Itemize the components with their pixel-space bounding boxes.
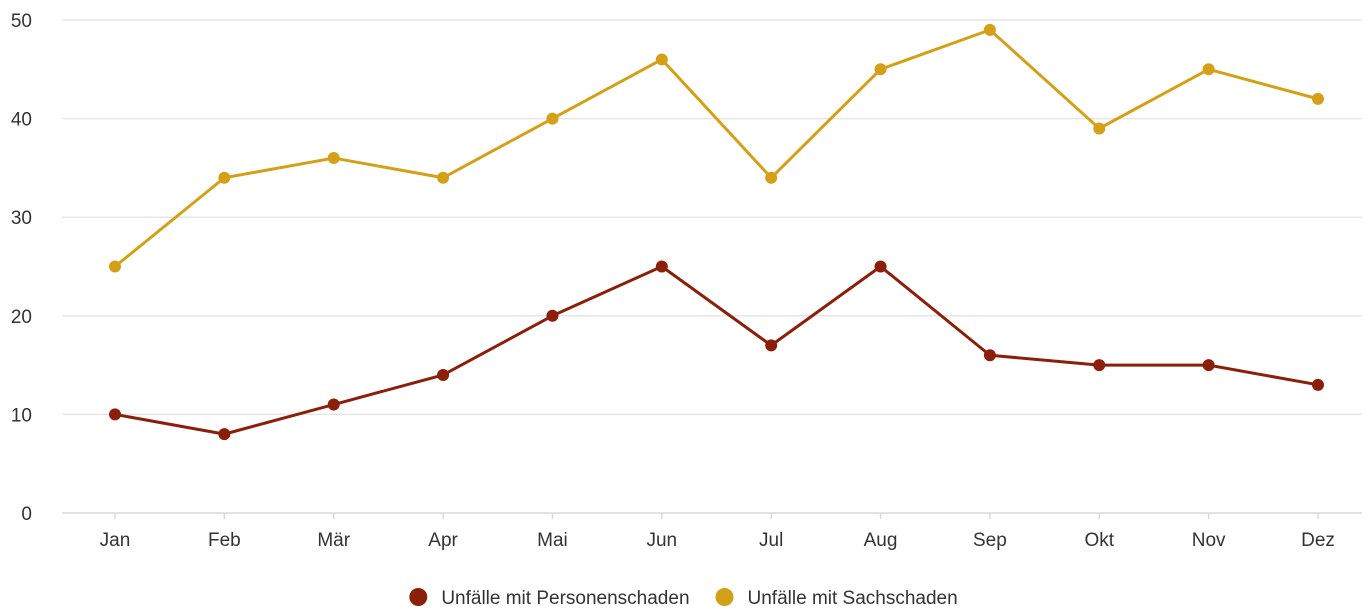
data-point bbox=[874, 63, 887, 76]
legend: Unfälle mit Personenschaden Unfälle mit S… bbox=[409, 588, 958, 609]
data-point bbox=[1312, 378, 1324, 391]
x-tick-label: Aug bbox=[864, 530, 898, 551]
x-tick-label: Jun bbox=[646, 530, 677, 551]
data-point bbox=[655, 260, 668, 273]
data-point bbox=[983, 349, 996, 362]
x-tick-label: Mai bbox=[537, 530, 568, 551]
grid bbox=[62, 19, 1362, 514]
series-area bbox=[109, 23, 1324, 441]
data-point bbox=[437, 368, 450, 381]
data-point bbox=[546, 112, 559, 125]
data-point bbox=[546, 309, 559, 322]
legend-label: Unfälle mit Personenschaden bbox=[441, 588, 689, 609]
y-tick-label: 10 bbox=[11, 405, 32, 426]
y-tick-label: 50 bbox=[11, 11, 32, 32]
y-axis: 0 10 20 30 40 50 bbox=[11, 11, 32, 525]
data-point bbox=[983, 23, 996, 36]
data-point bbox=[218, 428, 231, 441]
data-point bbox=[655, 53, 668, 66]
x-tick-label: Jan bbox=[100, 530, 131, 551]
y-tick-label: 40 bbox=[11, 110, 32, 131]
data-point bbox=[1202, 359, 1215, 372]
x-tick-label: Feb bbox=[208, 530, 241, 551]
data-point bbox=[1093, 122, 1106, 135]
legend-label: Unfälle mit Sachschaden bbox=[748, 588, 958, 609]
data-point bbox=[1093, 359, 1106, 372]
y-tick-label: 20 bbox=[11, 307, 32, 328]
data-point bbox=[327, 152, 340, 165]
series-line bbox=[114, 265, 1319, 436]
x-tick-label: Nov bbox=[1192, 530, 1226, 551]
series-1 bbox=[109, 23, 1324, 273]
x-tick-label: Dez bbox=[1301, 530, 1335, 551]
x-tick-label: Apr bbox=[428, 530, 458, 551]
y-tick-label: 30 bbox=[11, 208, 32, 229]
legend-swatch bbox=[715, 588, 734, 606]
x-tick-label: Okt bbox=[1084, 530, 1114, 551]
x-axis: Jan Feb Mär Apr Mai Jun Jul Aug Sep Okt Nov Dez bbox=[100, 513, 1335, 551]
data-point bbox=[765, 171, 778, 184]
data-point bbox=[874, 260, 887, 273]
data-point bbox=[765, 339, 778, 352]
data-point bbox=[327, 398, 340, 411]
x-tick-label: Sep bbox=[973, 530, 1007, 551]
data-point bbox=[1312, 92, 1324, 105]
legend-swatch bbox=[409, 588, 428, 606]
data-point bbox=[218, 171, 231, 184]
data-point bbox=[1202, 63, 1215, 76]
data-point bbox=[109, 408, 121, 421]
x-tick-label: Mär bbox=[317, 530, 350, 551]
data-point bbox=[437, 171, 450, 184]
x-tick-label: Jul bbox=[759, 530, 783, 551]
series-line bbox=[114, 28, 1319, 268]
data-point bbox=[109, 260, 121, 273]
y-tick-label: 0 bbox=[21, 504, 32, 525]
series-0 bbox=[109, 260, 1324, 441]
